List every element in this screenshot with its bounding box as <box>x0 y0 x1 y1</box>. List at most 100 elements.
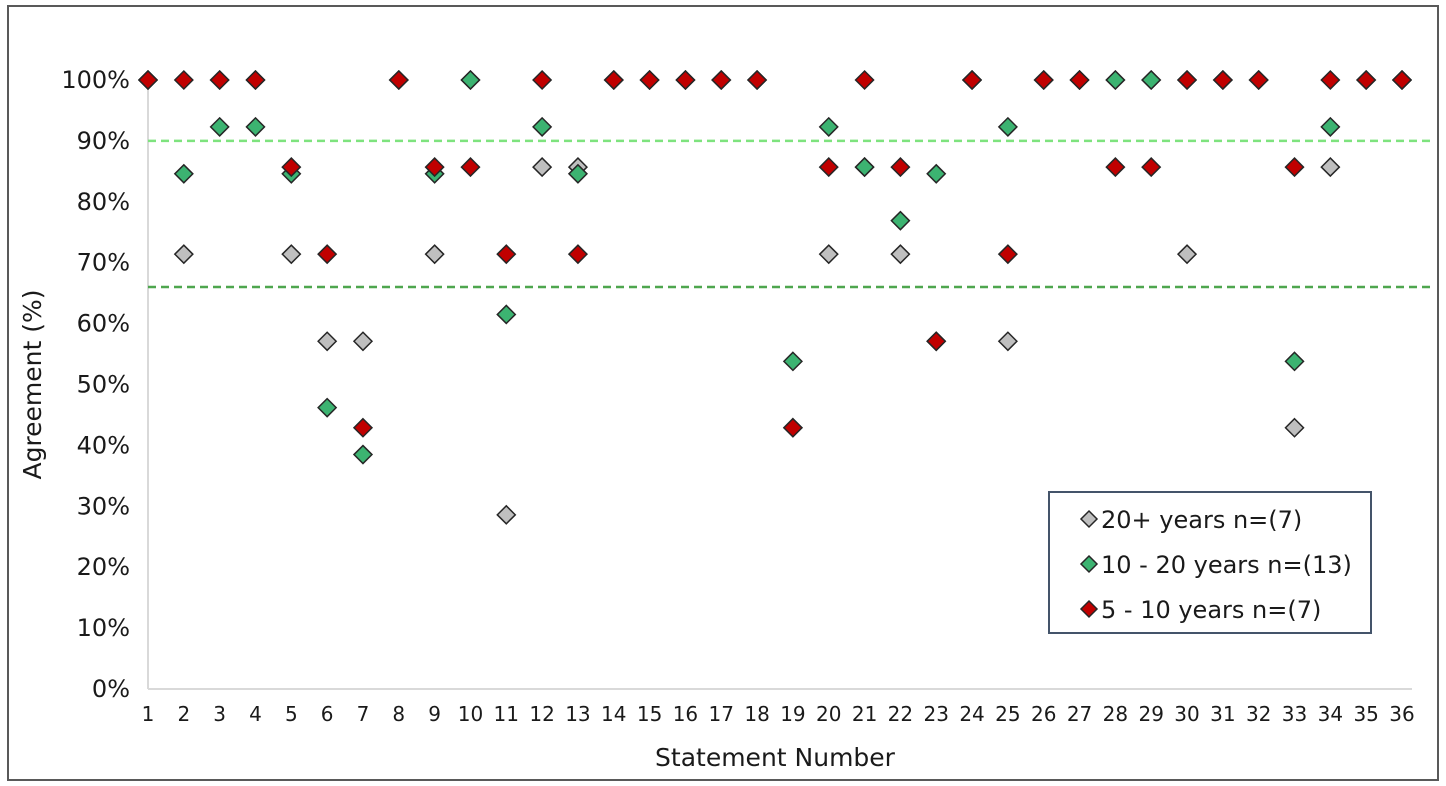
data-point <box>245 69 266 91</box>
data-point <box>818 116 839 137</box>
data-point <box>818 244 839 265</box>
y-tick-label: 90% <box>77 127 130 155</box>
data-point <box>173 69 194 91</box>
x-tick-label: 33 <box>1282 702 1307 726</box>
data-point <box>890 157 911 178</box>
x-tick-label: 36 <box>1389 702 1414 726</box>
data-point <box>926 331 947 352</box>
x-tick-label: 6 <box>321 702 334 726</box>
x-tick-label: 5 <box>285 702 298 726</box>
data-point <box>173 244 194 265</box>
data-point <box>782 351 803 372</box>
y-tick-label: 100% <box>61 66 130 94</box>
y-tick-label: 30% <box>77 492 130 520</box>
data-point <box>854 157 875 178</box>
series-2 <box>137 69 1413 438</box>
data-point <box>388 69 409 91</box>
x-tick-label: 18 <box>744 702 769 726</box>
data-point <box>496 304 517 325</box>
data-point <box>639 69 660 91</box>
data-point <box>567 244 589 265</box>
data-point <box>997 116 1018 137</box>
data-point <box>352 417 374 438</box>
data-point <box>890 244 911 265</box>
data-point <box>317 397 338 418</box>
x-tick-label: 26 <box>1031 702 1056 726</box>
y-tick-label: 10% <box>77 614 130 642</box>
x-tick-label: 2 <box>177 702 190 726</box>
data-point <box>424 244 445 265</box>
y-tick-label: 80% <box>77 188 130 216</box>
x-tick-label: 15 <box>637 702 662 726</box>
x-tick-label: 16 <box>673 702 698 726</box>
data-point <box>281 157 302 178</box>
x-tick-label: 17 <box>709 702 734 726</box>
data-point <box>1105 157 1126 178</box>
data-point <box>890 210 911 231</box>
data-point <box>1320 116 1341 137</box>
data-point <box>1105 69 1126 91</box>
x-tick-label: 27 <box>1067 702 1092 726</box>
x-tick-label: 28 <box>1103 702 1128 726</box>
data-point <box>1284 351 1305 372</box>
x-tick-label: 1 <box>142 702 155 726</box>
data-point <box>1176 244 1198 265</box>
series-0 <box>137 69 1413 525</box>
legend-label: 20+ years n=(7) <box>1101 506 1302 534</box>
x-tick-label: 7 <box>357 702 370 726</box>
data-point <box>1141 157 1162 178</box>
data-point <box>1141 69 1162 91</box>
data-point <box>532 69 553 91</box>
data-point <box>532 116 553 137</box>
legend-label: 10 - 20 years n=(13) <box>1101 551 1352 579</box>
data-point <box>352 331 374 352</box>
data-point <box>818 157 839 178</box>
data-point <box>1212 69 1233 91</box>
x-tick-label: 31 <box>1210 702 1235 726</box>
data-point <box>1284 157 1305 178</box>
x-tick-label: 10 <box>458 702 483 726</box>
x-tick-label: 21 <box>852 702 877 726</box>
legend-label: 5 - 10 years n=(7) <box>1101 596 1321 624</box>
y-tick-label: 40% <box>77 431 130 459</box>
data-point <box>997 244 1018 265</box>
data-point <box>1391 69 1413 91</box>
x-tick-label: 20 <box>816 702 841 726</box>
data-point <box>317 244 338 265</box>
data-point <box>1069 69 1090 91</box>
y-axis-title: Agreement (%) <box>18 289 47 479</box>
x-tick-label: 23 <box>924 702 949 726</box>
legend-marker <box>1079 599 1099 619</box>
x-tick-label: 19 <box>780 702 805 726</box>
legend-marker <box>1079 509 1099 529</box>
data-point <box>1320 157 1341 178</box>
data-point <box>711 69 732 91</box>
x-tick-label: 25 <box>995 702 1020 726</box>
data-point <box>460 69 481 91</box>
data-point <box>997 331 1018 352</box>
legend-box <box>1048 491 1372 634</box>
series-1 <box>137 69 1413 465</box>
x-tick-labels: 1 2 3 4 5 6 7 8 9 10 11 12 13 14 15 16 17 18 19 20 21 22 23 24 2… <box>142 702 1415 726</box>
reference-lines <box>148 139 1435 289</box>
data-point <box>460 157 481 178</box>
y-tick-label: 60% <box>77 310 130 338</box>
x-tick-label: 4 <box>249 702 262 726</box>
x-tick-label: 35 <box>1353 702 1378 726</box>
data-point <box>496 244 517 265</box>
y-tick-label: 70% <box>77 249 130 277</box>
x-tick-label: 13 <box>565 702 590 726</box>
data-point <box>352 444 374 465</box>
x-tick-label: 32 <box>1246 702 1271 726</box>
data-point <box>532 157 553 178</box>
x-tick-label: 29 <box>1138 702 1163 726</box>
x-tick-label: 11 <box>494 702 519 726</box>
x-tick-label: 8 <box>392 702 405 726</box>
x-tick-label: 34 <box>1318 702 1343 726</box>
data-point <box>926 163 947 184</box>
x-tick-label: 30 <box>1174 702 1199 726</box>
data-point <box>1320 69 1341 91</box>
data-point <box>173 163 194 184</box>
data-point <box>1033 69 1054 91</box>
